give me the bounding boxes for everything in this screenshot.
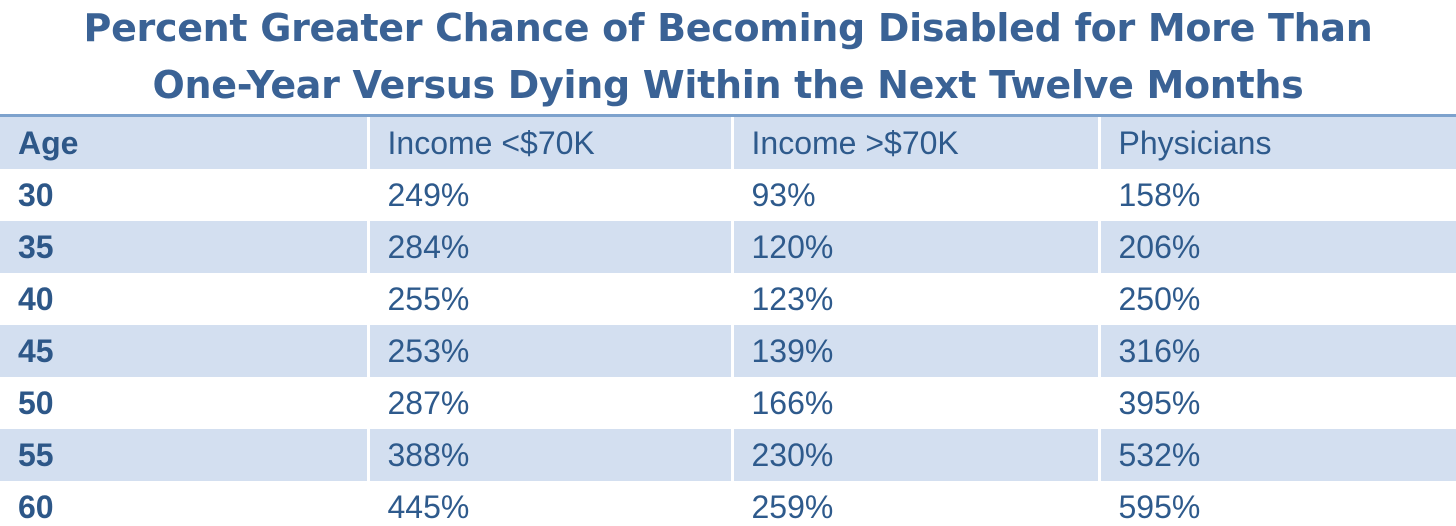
- income-over-70k-cell: 259%: [732, 481, 1101, 526]
- income-over-70k-cell: 123%: [732, 273, 1101, 325]
- physicians-cell: 316%: [1118, 332, 1201, 369]
- income-under-70k-cell: 445%: [368, 481, 734, 526]
- table-row: 40 255% 123% 250%: [0, 273, 1456, 325]
- age-cell: 50: [0, 377, 370, 429]
- table-row: 35 284% 120% 206%: [0, 221, 1456, 273]
- table-row: 60 445% 259% 595%: [0, 481, 1456, 526]
- physicians-cell: 595%: [1118, 488, 1201, 525]
- income-over-70k-cell: 93%: [732, 169, 1101, 221]
- physicians-cell: 206%: [1118, 228, 1201, 265]
- age-cell: 55: [0, 429, 370, 481]
- title-divider: [0, 114, 1456, 117]
- income-over-70k-cell: 139%: [732, 325, 1101, 377]
- data-table: Age Income <$70K Income >$70K Physicians…: [0, 117, 1456, 526]
- table-row: 50 287% 166% 395%: [0, 377, 1456, 429]
- physicians-cell: 158%: [1118, 176, 1201, 213]
- table-row: 30 249% 93% 158%: [0, 169, 1456, 221]
- column-header-age: Age: [0, 117, 370, 169]
- table-body: Age Income <$70K Income >$70K Physicians…: [0, 117, 1456, 526]
- chart-title: Percent Greater Chance of Becoming Disab…: [0, 0, 1456, 114]
- income-under-70k-cell: 255%: [368, 273, 734, 325]
- age-cell: 30: [0, 169, 370, 221]
- age-cell: 60: [0, 481, 370, 526]
- column-header-physicians: Physicians: [1118, 124, 1272, 161]
- income-under-70k-cell: 388%: [368, 429, 734, 481]
- income-under-70k-cell: 284%: [368, 221, 734, 273]
- income-over-70k-cell: 230%: [732, 429, 1101, 481]
- physicians-cell: 532%: [1118, 436, 1201, 473]
- chart-title-line-1: Percent Greater Chance of Becoming Disab…: [83, 6, 1373, 50]
- income-under-70k-cell: 253%: [368, 325, 734, 377]
- age-cell: 40: [0, 273, 370, 325]
- table-row: 45 253% 139% 316%: [0, 325, 1456, 377]
- physicians-cell: 395%: [1118, 384, 1201, 421]
- income-under-70k-cell: 249%: [368, 169, 734, 221]
- header-row: Age Income <$70K Income >$70K Physicians: [0, 117, 1456, 169]
- income-over-70k-cell: 120%: [732, 221, 1101, 273]
- column-header-income-under-70k: Income <$70K: [368, 117, 734, 169]
- chart-title-line-2: One-Year Versus Dying Within the Next Tw…: [152, 63, 1304, 107]
- table-row: 55 388% 230% 532%: [0, 429, 1456, 481]
- income-under-70k-cell: 287%: [368, 377, 734, 429]
- column-header-income-over-70k: Income >$70K: [732, 117, 1101, 169]
- age-cell: 45: [0, 325, 370, 377]
- age-cell: 35: [0, 221, 370, 273]
- physicians-cell: 250%: [1118, 280, 1201, 317]
- income-over-70k-cell: 166%: [732, 377, 1101, 429]
